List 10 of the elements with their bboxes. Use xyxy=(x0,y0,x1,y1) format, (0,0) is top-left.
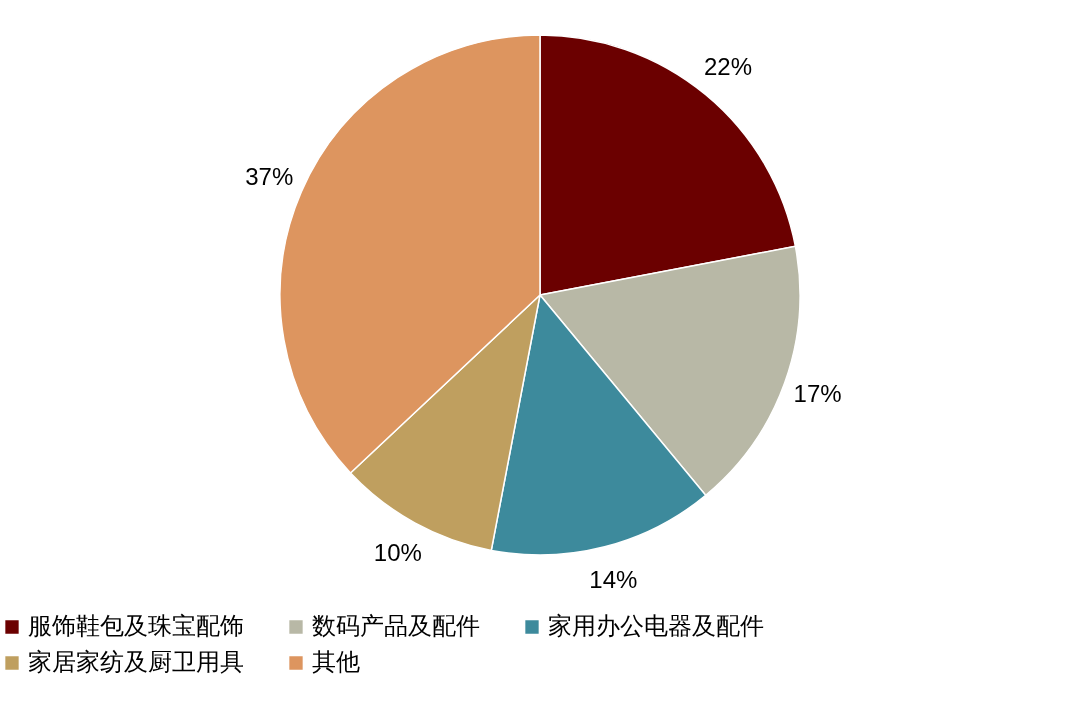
data-label: 22% xyxy=(704,52,753,80)
data-label: 37% xyxy=(245,162,294,190)
legend-label: 家居家纺及厨卫用具 xyxy=(28,648,244,676)
legend-label: 服饰鞋包及珠宝配饰 xyxy=(28,612,244,640)
legend-label: 家用办公电器及配件 xyxy=(548,612,764,640)
legend-label: 其他 xyxy=(312,648,360,676)
data-label: 14% xyxy=(589,565,638,593)
legend-label: 数码产品及配件 xyxy=(312,612,480,640)
data-label: 10% xyxy=(373,538,422,566)
data-label: 17% xyxy=(793,379,842,407)
